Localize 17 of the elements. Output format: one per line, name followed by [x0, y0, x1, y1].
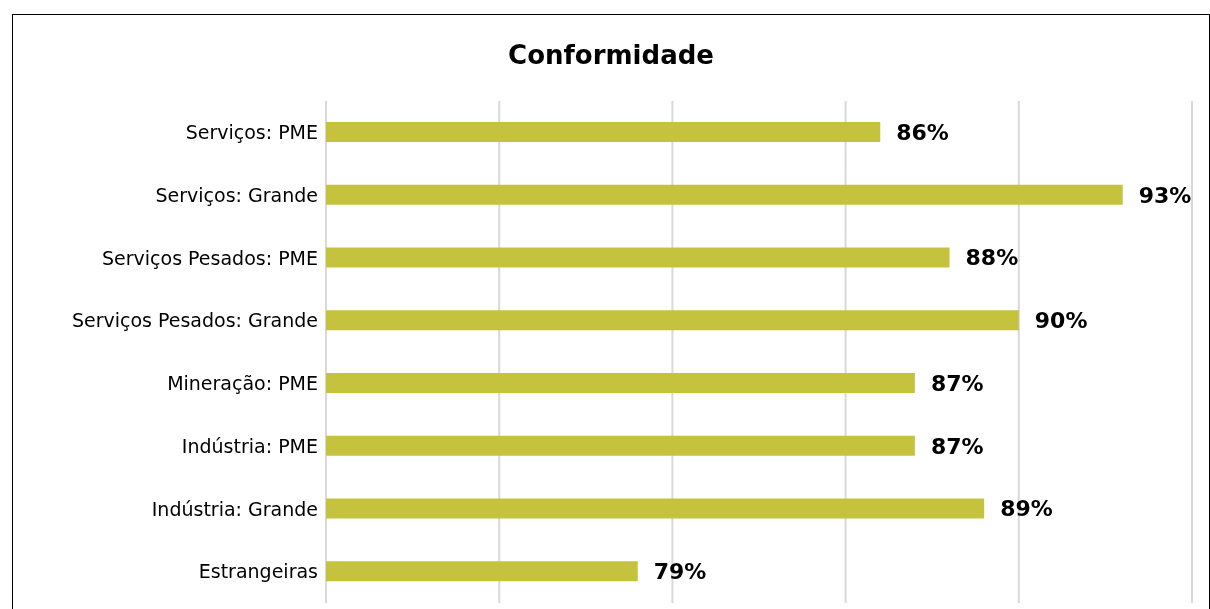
- y-tick-label: Serviços Pesados: PME: [102, 246, 318, 269]
- data-label: 87%: [930, 370, 984, 396]
- data-label: 90%: [1034, 308, 1088, 334]
- y-tick-label: Estrangeiras: [198, 560, 318, 583]
- y-tick-label: Mineração: PME: [167, 372, 318, 395]
- y-tick-label: Indústria: PME: [181, 434, 318, 457]
- chart-title: Conformidade: [507, 39, 715, 72]
- data-label: 86%: [896, 119, 949, 145]
- y-tick-label: Serviços: PME: [185, 121, 318, 144]
- data-label: 88%: [965, 245, 1019, 271]
- data-label: 93%: [1138, 182, 1192, 208]
- data-label: 79%: [653, 559, 707, 585]
- y-tick-label: Indústria: Grande: [151, 497, 318, 520]
- data-label: 87%: [930, 433, 984, 459]
- y-tick-label: Serviços: Grande: [155, 183, 318, 206]
- y-tick-label: Serviços Pesados: Grande: [71, 309, 318, 332]
- data-label: 89%: [1000, 496, 1053, 522]
